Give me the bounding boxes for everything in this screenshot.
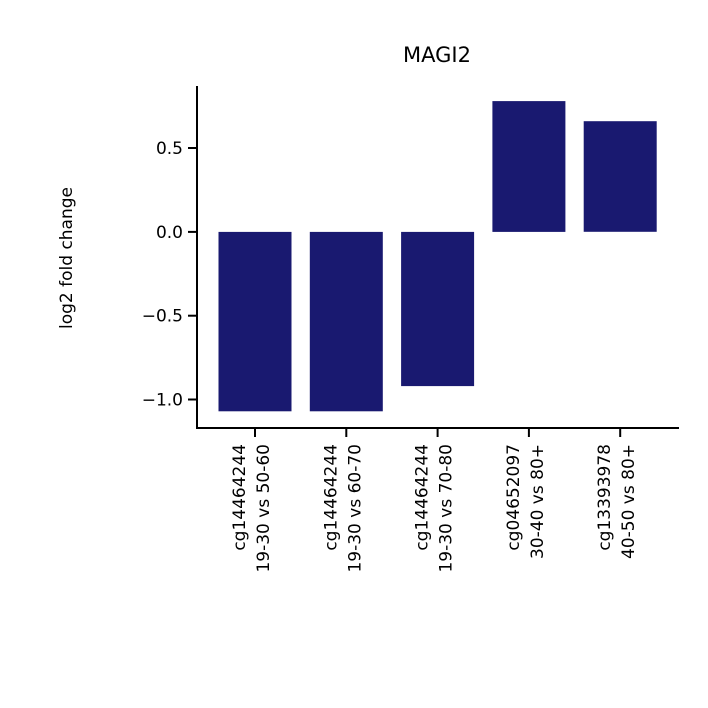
x-tick-label-line: cg14464244: [413, 444, 433, 551]
x-tick-label-line: cg14464244: [321, 444, 341, 551]
bar-2: [309, 231, 383, 412]
x-ticks-group: cg14464244 19-30 vs 50-60 cg14464244 19-30 …: [230, 428, 639, 573]
y-tick-label: 0.5: [156, 139, 183, 159]
chart-title: MAGI2: [403, 43, 471, 67]
bars-group: [218, 101, 657, 412]
bar-1: [218, 231, 292, 412]
bar-4: [492, 101, 566, 232]
x-tick-label-line: 19-30 vs 60-70: [345, 444, 365, 573]
x-tick-label-line: 19-30 vs 70-80: [437, 444, 457, 573]
x-tick-label-line: cg14464244: [230, 444, 250, 551]
y-axis-label: log2 fold change: [57, 187, 77, 329]
y-ticks-group: 0.5 0.0 −0.5 −1.0: [142, 139, 197, 411]
x-tick-label-line: 40-50 vs 80+: [619, 444, 639, 559]
y-tick-label: 0.0: [156, 223, 183, 243]
x-tick-label-line: 19-30 vs 50-60: [254, 444, 274, 573]
bar-3: [401, 231, 475, 387]
x-tick-label-line: cg13393978: [595, 444, 615, 551]
x-tick-label-line: cg04652097: [504, 444, 524, 551]
bar-5: [583, 121, 657, 232]
y-tick-label: −0.5: [142, 307, 183, 327]
y-tick-label: −1.0: [142, 391, 183, 411]
x-tick-label-line: 30-40 vs 80+: [528, 444, 548, 559]
